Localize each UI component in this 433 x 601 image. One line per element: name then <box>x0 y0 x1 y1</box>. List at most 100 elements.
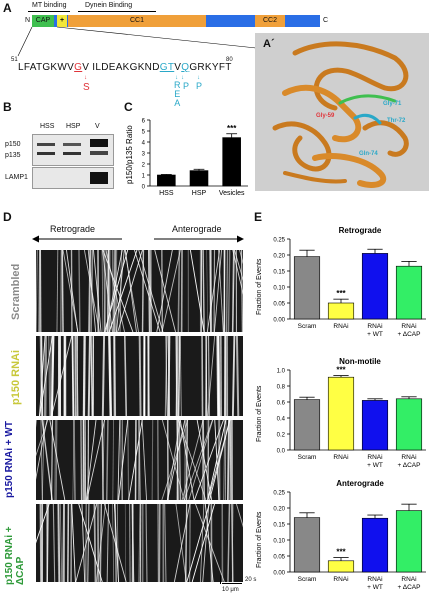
kymograph-rnai <box>36 336 243 416</box>
panel-e-letter: E <box>254 210 263 224</box>
y-tick-label: 1.0 <box>277 369 286 375</box>
bar <box>222 137 241 187</box>
category-label: Vesicles <box>219 190 245 197</box>
kymograph-track <box>59 504 63 582</box>
kymograph-track <box>151 420 154 500</box>
blot-label-p135: p135 <box>5 152 21 159</box>
kymograph-track <box>223 420 226 500</box>
kymograph-track <box>38 336 46 416</box>
kymograph-track <box>141 420 148 500</box>
kymograph-track <box>119 420 123 500</box>
sequence-part-2: V ILDEAKGKND <box>82 62 160 73</box>
category-label: HSP <box>192 190 207 197</box>
kymograph-track <box>102 250 134 332</box>
sequence-v: V <box>174 62 182 73</box>
kymograph-track <box>235 504 243 528</box>
y-tick-label: 4 <box>142 141 146 147</box>
significance-label: *** <box>336 366 346 375</box>
arrow-g59: ↓ <box>84 75 87 81</box>
kymograph-track <box>231 336 236 416</box>
kymograph-track <box>59 250 63 332</box>
time-scale-bar <box>220 575 221 584</box>
y-tick-label: 0.2 <box>277 433 286 439</box>
kymograph-track <box>72 420 75 500</box>
kymograph-track <box>95 504 106 582</box>
bar <box>157 174 176 187</box>
kymograph-track <box>108 336 112 416</box>
y-tick-label: 0.25 <box>273 238 285 244</box>
y-tick-label: 3 <box>142 152 146 158</box>
n-terminus-label: N <box>25 17 31 24</box>
category-label: Scram <box>298 454 317 461</box>
chart-c-ylabel: p150/p135 Ratio <box>125 125 134 184</box>
distance-scale-label: 10 μm <box>222 587 239 593</box>
anterograde-label: Anterograde <box>172 224 222 234</box>
kymograph-track <box>61 250 64 332</box>
kymograph-track <box>104 250 107 332</box>
kymograph-track <box>206 250 221 332</box>
kymograph-track <box>161 250 181 332</box>
kymograph-track <box>164 504 167 582</box>
y-tick-label: 0.25 <box>273 491 285 497</box>
kymograph-track <box>55 420 58 500</box>
western-blot-p150 <box>32 134 114 166</box>
kymograph-track <box>217 336 221 416</box>
category-label: RNAi <box>333 576 348 583</box>
kymograph-track <box>148 250 150 332</box>
kymograph-track <box>209 420 231 500</box>
bar <box>361 253 389 320</box>
kymograph-track <box>227 420 230 500</box>
mutation-p-74: P <box>196 81 203 91</box>
kymograph-track <box>101 250 104 332</box>
basic-domain: + <box>57 15 67 27</box>
kymograph-track <box>202 420 206 500</box>
mutation-column-1: R E A <box>174 81 181 108</box>
kymograph-track <box>141 250 145 332</box>
category-label: HSS <box>159 190 174 197</box>
kymograph-track <box>185 420 188 500</box>
kymograph-track <box>101 336 106 416</box>
kymograph-track <box>90 336 93 416</box>
bar <box>293 399 321 451</box>
bar <box>327 302 355 320</box>
category-label: + ΔCAP <box>398 331 421 338</box>
kymograph-track <box>216 336 219 416</box>
kymograph-track <box>176 420 179 500</box>
kymograph-track <box>49 420 66 500</box>
kymograph-track <box>165 336 168 416</box>
label-gly59: Gly-59 <box>316 113 335 119</box>
kymograph-track <box>232 250 243 295</box>
kymograph-track <box>145 504 148 582</box>
significance-label: *** <box>336 548 346 557</box>
kymograph-track <box>36 420 49 457</box>
direction-arrows <box>32 235 244 243</box>
mt-binding-bracket <box>28 11 70 12</box>
significance-label: *** <box>227 124 237 133</box>
bar <box>293 256 321 320</box>
kymograph-track <box>194 420 224 500</box>
kymograph-track <box>209 250 212 332</box>
kymograph-rnai-wt <box>36 420 243 500</box>
category-label: RNAi <box>367 323 382 330</box>
kymograph-track <box>88 250 92 332</box>
kymograph-track <box>186 504 210 582</box>
kymograph-track <box>178 420 182 500</box>
protein-structure-image <box>272 41 409 188</box>
kymograph-track <box>71 504 76 582</box>
kymograph-track <box>185 504 188 582</box>
category-label: + WT <box>367 584 383 591</box>
row-label-rnai-wt: p150 RNAi + WT <box>4 421 15 498</box>
kymograph-track <box>188 420 214 500</box>
kymograph-track <box>62 250 79 332</box>
blot-col-v: V <box>95 123 100 130</box>
sequence-part-3: GRKYFT <box>189 62 232 73</box>
kymograph-track <box>227 504 231 582</box>
kymograph-track <box>124 250 137 332</box>
sequence: LFATGKWVGV ILDEAKGKNDGTVQGRKYFT <box>18 62 232 73</box>
category-label: RNAi <box>401 323 416 330</box>
kymograph-track <box>83 250 100 332</box>
y-tick-label: 1 <box>142 174 146 180</box>
kymograph-track <box>202 504 210 582</box>
significance-label: *** <box>336 289 346 298</box>
kymograph-track <box>147 336 150 416</box>
